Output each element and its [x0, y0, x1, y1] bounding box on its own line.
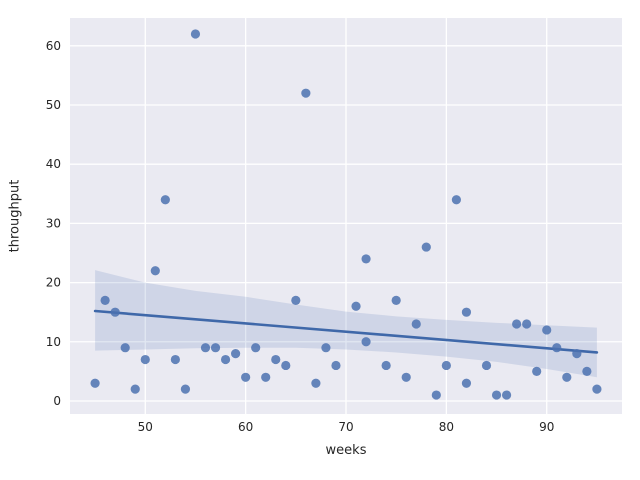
data-point — [291, 295, 301, 305]
x-axis-label: weeks — [325, 443, 367, 458]
data-point — [190, 29, 201, 39]
data-point — [220, 354, 231, 365]
data-point — [331, 360, 341, 371]
data-point — [542, 325, 552, 335]
data-point — [461, 307, 472, 317]
data-point — [200, 343, 211, 353]
data-point — [451, 195, 461, 205]
data-point — [461, 378, 472, 388]
data-point — [572, 349, 582, 359]
data-point — [210, 343, 221, 353]
regression-line — [93, 309, 599, 354]
data-point — [351, 301, 361, 311]
data-point — [231, 349, 241, 359]
data-point — [120, 343, 130, 353]
data-point — [421, 242, 431, 252]
data-point — [130, 384, 140, 394]
confidence-band — [95, 270, 597, 378]
y-tick-label: 0 — [53, 394, 61, 408]
y-tick-label: 30 — [46, 216, 61, 230]
y-tick-label: 20 — [46, 276, 61, 290]
data-point — [361, 254, 371, 264]
y-tick-label: 50 — [46, 98, 61, 112]
data-point — [271, 354, 281, 365]
data-point — [140, 354, 150, 365]
y-tick-label: 10 — [46, 335, 61, 349]
data-point — [241, 372, 251, 382]
y-tick-label: 40 — [46, 157, 61, 171]
y-axis-label: throughput — [7, 179, 23, 253]
data-point — [311, 378, 321, 388]
data-point — [411, 319, 421, 329]
data-point — [170, 354, 180, 365]
data-point — [301, 88, 311, 98]
data-point — [582, 366, 592, 376]
data-point — [160, 195, 170, 205]
data-point — [281, 360, 291, 371]
data-point — [401, 372, 411, 382]
data-point — [532, 366, 542, 376]
data-point — [261, 372, 271, 382]
y-tick-label: 60 — [46, 39, 61, 53]
x-tick-label: 70 — [338, 420, 353, 434]
data-point — [110, 307, 120, 317]
data-point — [552, 343, 562, 353]
data-point — [562, 372, 572, 382]
data-point — [381, 360, 391, 371]
data-point — [441, 360, 451, 371]
data-point — [391, 295, 401, 305]
data-point — [251, 343, 261, 353]
x-tick-label: 60 — [238, 420, 253, 434]
data-point — [481, 360, 492, 371]
data-point — [491, 390, 502, 400]
data-point — [90, 378, 100, 388]
data-point — [431, 390, 441, 400]
data-point — [592, 384, 602, 394]
data-point — [512, 319, 522, 329]
data-point — [180, 384, 191, 394]
x-tick-label: 80 — [439, 420, 454, 434]
data-point — [321, 343, 331, 353]
x-tick-label: 50 — [138, 420, 153, 434]
x-tick-label: 90 — [539, 420, 554, 434]
data-point — [100, 295, 110, 305]
data-point — [361, 337, 371, 347]
data-point — [150, 266, 160, 276]
data-point — [522, 319, 532, 329]
data-point — [501, 390, 512, 400]
